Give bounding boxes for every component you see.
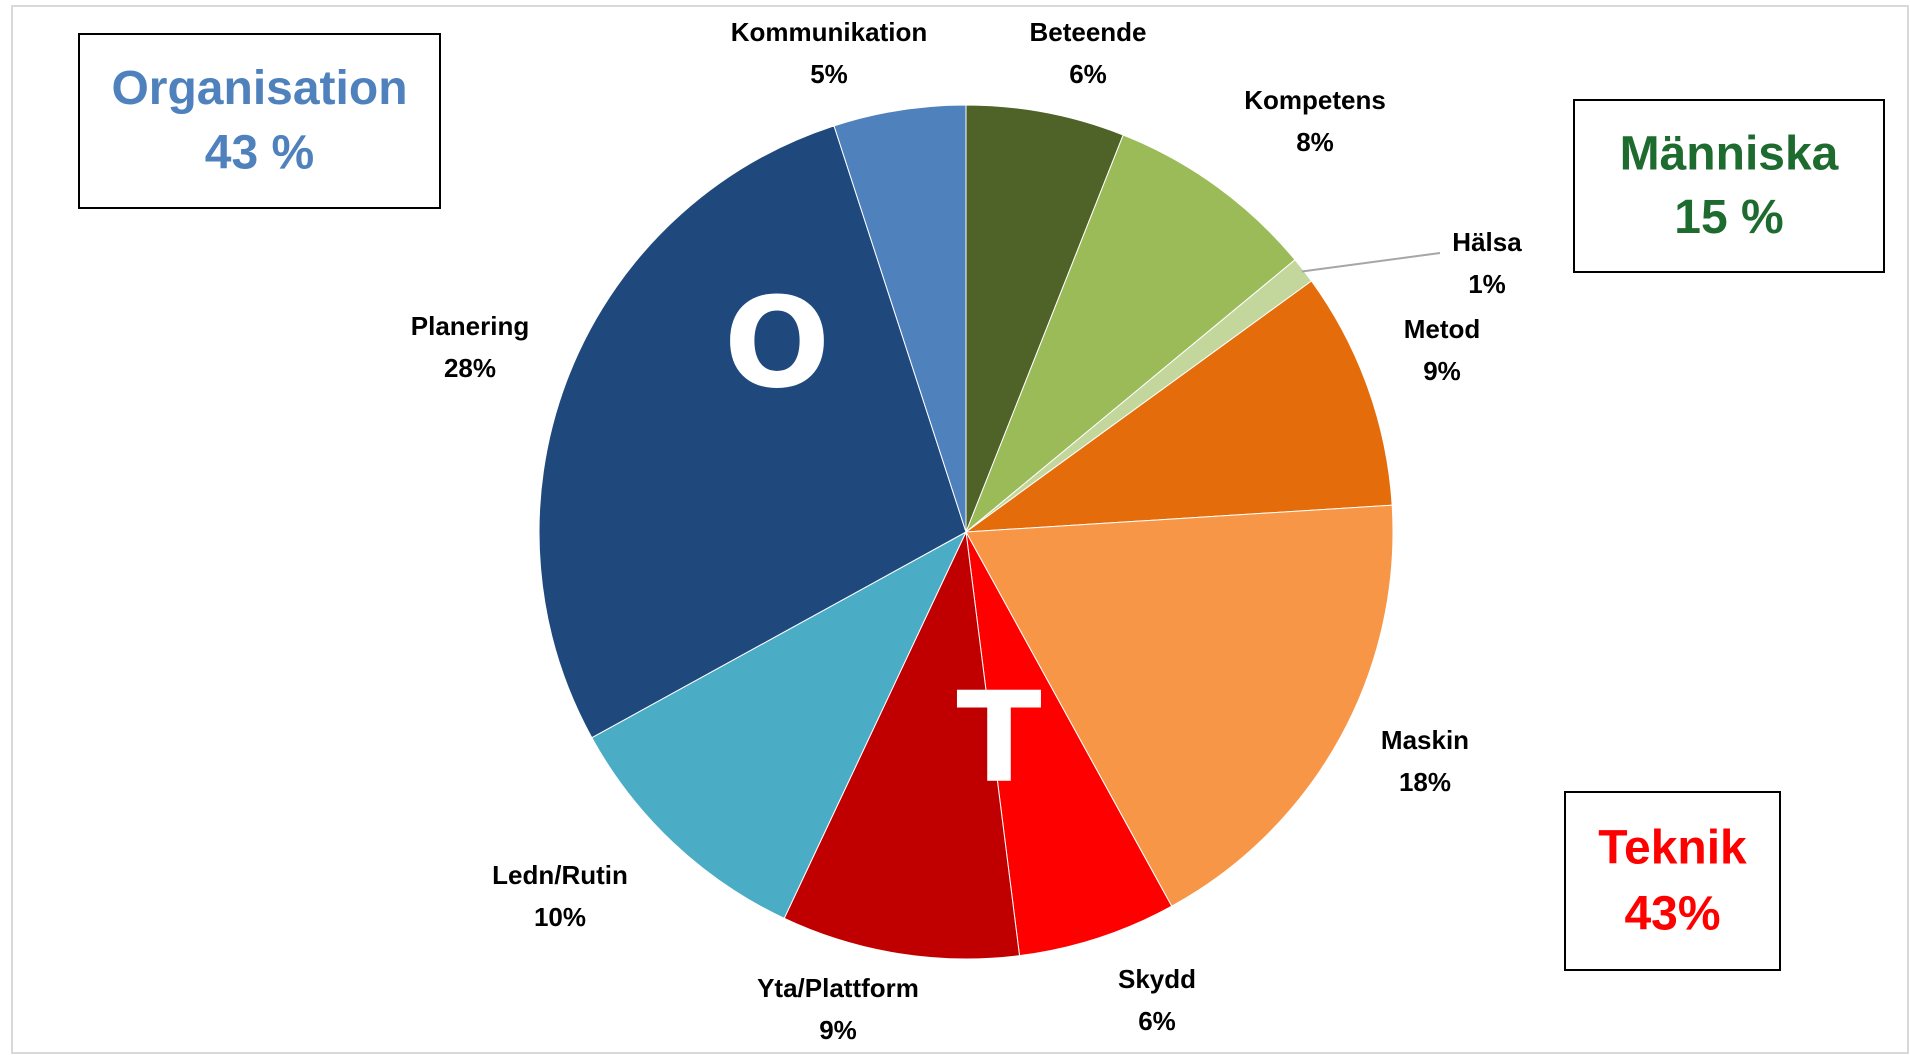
group-box (1564, 791, 1781, 971)
group-name: Teknik (1598, 821, 1747, 874)
group-share: 43 % (205, 126, 314, 179)
pie-slice (964, 280, 1393, 533)
slice-value: 18% (1399, 767, 1451, 797)
slice-label: Skydd (1118, 964, 1196, 994)
slice-value: 28% (444, 353, 496, 383)
slice-value: 9% (1423, 356, 1461, 386)
slice-value: 10% (534, 902, 586, 932)
group-letter: O (724, 271, 830, 416)
slice-value: 5% (810, 59, 848, 89)
group-box (78, 33, 441, 209)
slice-label: Beteende (1029, 17, 1146, 47)
slice-value: 1% (1468, 269, 1506, 299)
pie-slice (833, 104, 967, 533)
slice-value: 6% (1138, 1006, 1176, 1036)
pie-slice (965, 134, 1296, 533)
slice-label: Yta/Plattform (757, 973, 919, 1003)
leader-line (1301, 252, 1441, 273)
pie-slice (538, 125, 967, 739)
pie-slice (783, 530, 1021, 960)
pie-slice (965, 504, 1394, 907)
slice-label: Maskin (1381, 725, 1469, 755)
group-name: Människa (1620, 127, 1839, 180)
group-name: Organisation (111, 62, 407, 115)
group-share: 15 % (1674, 191, 1783, 244)
slice-value: 8% (1296, 127, 1334, 157)
slice-label: Planering (411, 311, 529, 341)
slice-value: 9% (819, 1015, 857, 1045)
group-box (1573, 99, 1885, 273)
slice-value: 6% (1069, 59, 1107, 89)
group-share: 43% (1624, 887, 1720, 940)
group-letter: T (956, 666, 1041, 811)
slice-label: Metod (1404, 314, 1481, 344)
slice-label: Hälsa (1452, 227, 1522, 257)
slice-label: Kompetens (1244, 85, 1386, 115)
slice-label: Kommunikation (731, 17, 927, 47)
pie-slice (965, 104, 1124, 533)
slice-label: Ledn/Rutin (492, 860, 628, 890)
pie-slice (965, 531, 1173, 957)
pie-slice (591, 530, 968, 920)
